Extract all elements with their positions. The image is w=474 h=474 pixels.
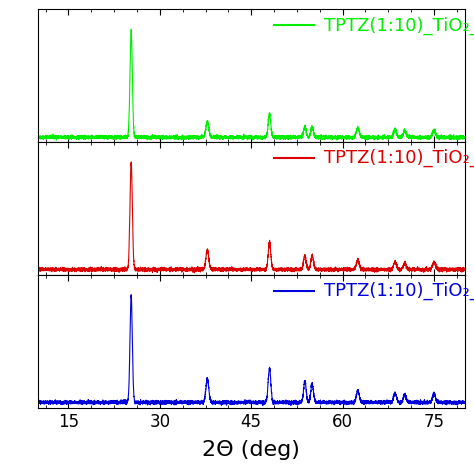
Text: TPTZ(1:10)_TiO₂_24: TPTZ(1:10)_TiO₂_24 (324, 282, 474, 300)
Text: TPTZ(1:10)_TiO₂_4: TPTZ(1:10)_TiO₂_4 (324, 16, 474, 35)
Text: TPTZ(1:10)_TiO₂_12: TPTZ(1:10)_TiO₂_12 (324, 149, 474, 167)
Text: 2Θ (deg): 2Θ (deg) (202, 440, 300, 460)
